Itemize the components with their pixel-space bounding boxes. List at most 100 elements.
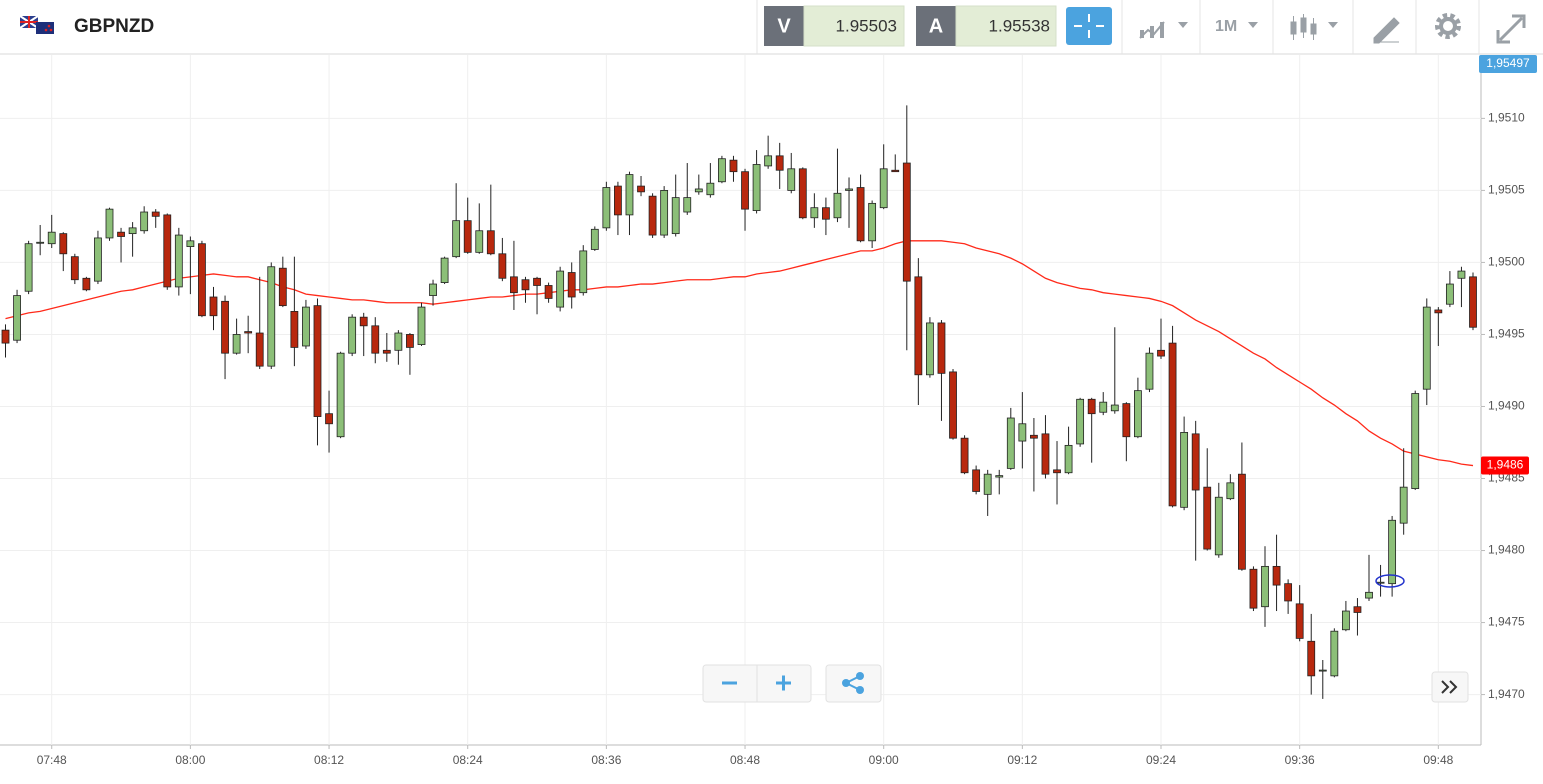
candle-body [1134, 390, 1142, 438]
candle-body [105, 208, 114, 239]
candle-body [1469, 276, 1477, 328]
candle-body [198, 243, 206, 317]
candle-body [1457, 270, 1466, 279]
ask-box[interactable] [955, 5, 1057, 47]
x-tick-label: 08:36 [591, 753, 621, 767]
candle-body [325, 413, 333, 425]
candle-body [1353, 606, 1362, 613]
candle-body [382, 349, 391, 354]
candle-body [983, 473, 992, 495]
ask-badge[interactable] [916, 6, 956, 46]
candle-body [891, 169, 900, 173]
candle-body [117, 231, 125, 237]
candle-body [452, 220, 461, 258]
candle-body [1203, 486, 1212, 550]
candle-body [94, 237, 102, 282]
candle-body [1, 329, 10, 344]
candle-body [313, 305, 322, 417]
candle-body [1145, 352, 1154, 390]
candle-body [406, 334, 414, 348]
candle-body [741, 171, 749, 210]
share-button[interactable] [825, 664, 882, 703]
candle-body [718, 158, 726, 183]
candle-body [1434, 309, 1443, 314]
x-tick-label: 09:48 [1423, 753, 1453, 767]
bid-label: V [777, 15, 791, 37]
zoom-in[interactable] [776, 675, 791, 691]
draw-button[interactable] [1373, 17, 1400, 44]
candle-body [833, 192, 842, 219]
candle-body [822, 207, 830, 220]
candle-body [752, 164, 761, 211]
candle-body [1053, 469, 1061, 474]
candle-body [475, 230, 484, 253]
candle-body [590, 228, 599, 250]
candle-body [914, 276, 923, 376]
candle-body [290, 311, 299, 348]
candle-body [440, 257, 449, 283]
fullscreen-button[interactable] [1496, 14, 1526, 44]
ma-value-tag [1481, 456, 1529, 475]
candle-body [267, 266, 276, 367]
candle-body [186, 240, 195, 247]
candle-body [255, 332, 264, 367]
candle-body [660, 190, 669, 236]
x-tick-label: 09:00 [869, 753, 899, 767]
candle-body [798, 168, 807, 219]
candle-body [1110, 404, 1119, 412]
ma-value-label: 1,9486 [1487, 458, 1524, 472]
candle-body [498, 253, 507, 279]
candle-body [694, 188, 703, 193]
last-price-label: 1,95497 [1486, 56, 1530, 70]
candle-body [1307, 640, 1316, 677]
bid-price: 1.95503 [836, 16, 897, 35]
y-tick-label: 1,9510 [1488, 111, 1525, 125]
candle-body [671, 197, 680, 235]
candle-body [1388, 519, 1397, 585]
candle-body [533, 277, 541, 286]
candle-body [625, 174, 634, 216]
candle-body [36, 241, 45, 244]
chart-type-button[interactable] [1139, 21, 1188, 39]
candle-body [70, 256, 79, 281]
candle-body [729, 159, 738, 173]
candle-body [24, 243, 33, 292]
candle-body [1030, 434, 1038, 439]
candle-body [637, 185, 645, 193]
candle-body [1411, 393, 1420, 489]
candle-body [1318, 669, 1327, 672]
scroll-latest-button[interactable] [1431, 671, 1469, 703]
candle-body [163, 214, 172, 288]
crosshair-button[interactable] [1066, 7, 1112, 45]
bid-badge[interactable] [764, 6, 804, 46]
candle-body [140, 211, 149, 232]
settings-button[interactable] [1435, 13, 1461, 39]
candle-body [810, 207, 819, 219]
candle-body [1422, 306, 1431, 390]
candle-body [648, 195, 657, 236]
candle-body [521, 279, 530, 291]
candle-style-button[interactable] [1290, 14, 1338, 40]
candle-body [567, 272, 576, 298]
candle-body [232, 334, 241, 354]
bid-box[interactable] [803, 5, 905, 47]
candle-body [902, 162, 911, 282]
candle-body [1180, 432, 1189, 508]
candle-body [602, 187, 611, 229]
candle-body [174, 234, 183, 288]
marker-annotation [1375, 574, 1405, 588]
candle-body [1041, 433, 1050, 475]
timeframe[interactable]: 1M [1215, 18, 1237, 35]
ma-line [5, 240, 1474, 467]
candle-body [556, 270, 565, 308]
candle-body [544, 285, 553, 299]
candle-body [429, 283, 437, 296]
x-tick-label: 08:00 [175, 753, 205, 767]
y-tick-label: 1,9470 [1488, 687, 1525, 701]
candle-body [278, 267, 287, 307]
candle-body [47, 231, 56, 245]
ask-price: 1.95538 [989, 16, 1050, 35]
candle-body [683, 197, 692, 213]
candle-body [937, 322, 946, 374]
candle-body [1445, 283, 1454, 305]
